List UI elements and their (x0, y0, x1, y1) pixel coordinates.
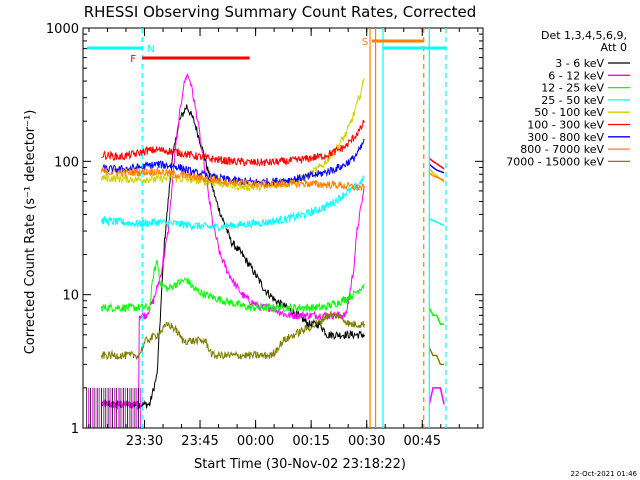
series-right-segment-100-300-kev (428, 157, 445, 170)
series-right-segment-300-800-kev (428, 163, 445, 174)
series-line-12-25-kev (101, 259, 365, 313)
legend-label-25-50-kev: 25 - 50 keV (541, 94, 604, 107)
x-tick-label: 23:45 (181, 434, 218, 449)
x-tick-label: 00:15 (292, 434, 329, 449)
flag-label-n: N (147, 44, 154, 55)
footer-timestamp: 22-Oct-2021 01:46 (571, 470, 638, 478)
legend-label-300-800-kev: 300 - 800 keV (527, 131, 604, 144)
series-line-25-50-kev (101, 175, 365, 232)
plot-frame (82, 27, 484, 429)
series-right-segment-6-12-kev (428, 387, 445, 405)
x-tick-label: 00:30 (348, 434, 385, 449)
legend-label-100-300-kev: 100 - 300 keV (527, 119, 604, 132)
x-tick-label: 23:30 (126, 434, 163, 449)
y-axis-label: Corrected Count Rate (s⁻¹ detector⁻¹) (23, 110, 38, 355)
legend-title-line: Det 1,3,4,5,6,9, (541, 29, 627, 42)
series-line-50-100-kev (101, 77, 365, 193)
x-tick-label: 00:45 (404, 434, 441, 449)
series-layer (86, 72, 445, 428)
series-line-100-300-kev (101, 119, 365, 168)
legend-label-6-12-kev: 6 - 12 keV (548, 69, 604, 82)
series-line-300-800-kev (101, 138, 365, 188)
y-tick-label: 10 (62, 289, 79, 304)
series-line-6-12-kev (101, 72, 365, 411)
legend-label-3-6-kev: 3 - 6 keV (555, 57, 604, 70)
legend-title-line: Att 0 (601, 41, 627, 54)
series-right-segment-7000-15000-kev (428, 347, 445, 366)
x-axis-label: Start Time (30-Nov-02 23:18:22) (194, 457, 406, 472)
y-tick-label: 1000 (46, 22, 79, 37)
legend-label-12-25-kev: 12 - 25 keV (541, 82, 604, 95)
series-line-800-7000-kev (101, 166, 365, 191)
flag-label-f: F (130, 54, 136, 65)
series-right-segment-25-50-kev (429, 218, 445, 227)
legend-label-50-100-kev: 50 - 100 keV (534, 106, 604, 119)
series-line-7000-15000-kev (101, 311, 365, 361)
axis-layer: NF S 1 10 100 1000 23:30 23:45 00:00 00:15 00:30 00… (46, 22, 483, 449)
flag-label-s: S (362, 37, 368, 48)
y-tick-label: 1 (71, 422, 79, 437)
legend-label-800-7000-kev: 800 - 7000 keV (520, 143, 604, 156)
chart-title: RHESSI Observing Summary Count Rates, Co… (84, 3, 477, 21)
y-tick-label: 100 (54, 155, 79, 170)
series-right-segment-12-25-kev (428, 307, 445, 325)
legend-label-7000-15000-kev: 7000 - 15000 keV (506, 155, 604, 168)
series-right-segment-800-7000-kev (428, 172, 445, 182)
x-tick-label: 00:00 (237, 434, 274, 449)
